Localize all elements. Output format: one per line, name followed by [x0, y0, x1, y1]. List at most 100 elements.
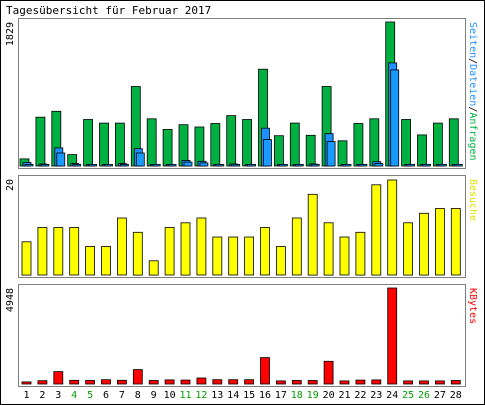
- requests-bar-hits: [83, 119, 93, 167]
- requests-bar-pages: [88, 163, 97, 167]
- visits-bar: [307, 193, 318, 276]
- requests-legend: Seiten/Dateien/Anfragen: [467, 22, 478, 161]
- kbytes-bar: [403, 380, 414, 385]
- visits-bar: [434, 208, 445, 276]
- requests-bar-hits: [432, 122, 443, 167]
- kbytes-bar: [260, 357, 270, 385]
- requests-bar-pages: [151, 163, 161, 167]
- kbytes-bar: [244, 379, 255, 385]
- visits-bar: [212, 236, 223, 276]
- kbytes-bar: [387, 287, 398, 385]
- day-label: 14: [227, 390, 239, 401]
- kbytes-bar: [69, 379, 80, 385]
- visits-bar: [53, 227, 64, 276]
- visits-bar: [355, 231, 366, 276]
- kbytes-bar: [212, 379, 223, 385]
- day-label: 26: [418, 390, 430, 401]
- visits-bar: [371, 184, 382, 276]
- visits-bar: [21, 241, 32, 276]
- day-label: 3: [55, 390, 61, 401]
- kbytes-legend: KBytes: [467, 288, 478, 324]
- requests-bar-pages: [294, 163, 304, 167]
- day-label: 25: [402, 390, 414, 401]
- day-label: 11: [179, 390, 191, 401]
- visits-bar: [260, 227, 270, 276]
- requests-bar-pages: [326, 141, 336, 167]
- requests-bar-hits: [417, 134, 427, 167]
- requests-bar-hits: [162, 128, 173, 167]
- requests-bar-hits: [178, 124, 189, 167]
- requests-bar-pages: [247, 163, 257, 167]
- visits-bar: [85, 246, 95, 276]
- requests-bar-hits: [289, 122, 300, 167]
- kbytes-bars: [21, 287, 461, 385]
- kbytes-bar: [450, 380, 461, 385]
- day-labels: 1 2 3 4 5 6 7 8 9 10 11 12 13 14 15 16 17 18 19 20 21 22 23 24 2…: [23, 390, 461, 401]
- kbytes-bar: [101, 379, 111, 385]
- day-label: 4: [71, 390, 77, 401]
- legend-sep-1: /: [467, 58, 478, 64]
- requests-bar-pages: [390, 69, 400, 167]
- kbytes-bar: [419, 380, 429, 385]
- requests-bar-pages: [104, 163, 113, 167]
- requests-bar-pages: [374, 163, 384, 167]
- requests-frame: [18, 18, 466, 169]
- day-label: 22: [354, 390, 366, 401]
- kbytes-max-label: 4948: [5, 288, 16, 312]
- day-label: 7: [119, 390, 125, 401]
- requests-bar-pages: [263, 139, 272, 167]
- requests-bar-hits: [305, 134, 316, 167]
- visits-bar: [387, 179, 398, 276]
- kbytes-bar: [180, 379, 191, 385]
- requests-bar-pages: [40, 163, 50, 167]
- kbytes-bar: [371, 379, 382, 385]
- requests-bars: [19, 21, 463, 167]
- kbytes-bar: [339, 380, 350, 385]
- day-label: 19: [307, 390, 319, 401]
- kbytes-bar: [307, 380, 318, 385]
- requests-bar-hits: [194, 126, 205, 167]
- visits-bar: [148, 260, 159, 276]
- day-label: 17: [275, 390, 287, 401]
- kbytes-bar: [21, 381, 32, 385]
- day-label: 21: [338, 390, 350, 401]
- day-label: 1: [23, 390, 29, 401]
- requests-max-label: 1829: [5, 22, 16, 46]
- requests-bar-hits: [226, 115, 237, 167]
- day-label: 28: [450, 390, 462, 401]
- requests-bar-pages: [215, 163, 225, 167]
- requests-bar-hits: [242, 119, 253, 167]
- kbytes-bar: [323, 360, 334, 385]
- requests-bar-pages: [72, 163, 82, 167]
- kbytes-bar: [117, 379, 127, 385]
- requests-bar-pages: [56, 152, 66, 167]
- legend-files: Dateien: [467, 64, 478, 106]
- kbytes-bar: [196, 377, 207, 385]
- legend-hits: Anfragen: [467, 112, 478, 160]
- visits-bar: [196, 217, 207, 276]
- day-label: 13: [211, 390, 223, 401]
- requests-bar-hits: [273, 135, 284, 167]
- day-label: 20: [323, 390, 335, 401]
- requests-bar-hits: [401, 119, 412, 167]
- visits-bar: [180, 222, 191, 276]
- day-label: 23: [370, 390, 382, 401]
- day-label: 9: [151, 390, 157, 401]
- day-label: 16: [259, 390, 271, 401]
- visits-bar: [275, 246, 286, 276]
- visits-frame: [18, 175, 466, 278]
- requests-bar-pages: [453, 163, 463, 167]
- requests-bar-pages: [183, 161, 193, 167]
- requests-bar-hits: [337, 140, 348, 167]
- day-label: 6: [103, 390, 109, 401]
- visits-bar: [244, 236, 255, 276]
- visits-bar: [164, 227, 175, 276]
- legend-sep-2: /: [467, 106, 478, 112]
- requests-bar-pages: [278, 163, 288, 167]
- visits-bar: [403, 222, 414, 276]
- requests-bar-hits: [35, 116, 46, 167]
- requests-bar-pages: [422, 163, 431, 167]
- visits-bar: [117, 217, 127, 276]
